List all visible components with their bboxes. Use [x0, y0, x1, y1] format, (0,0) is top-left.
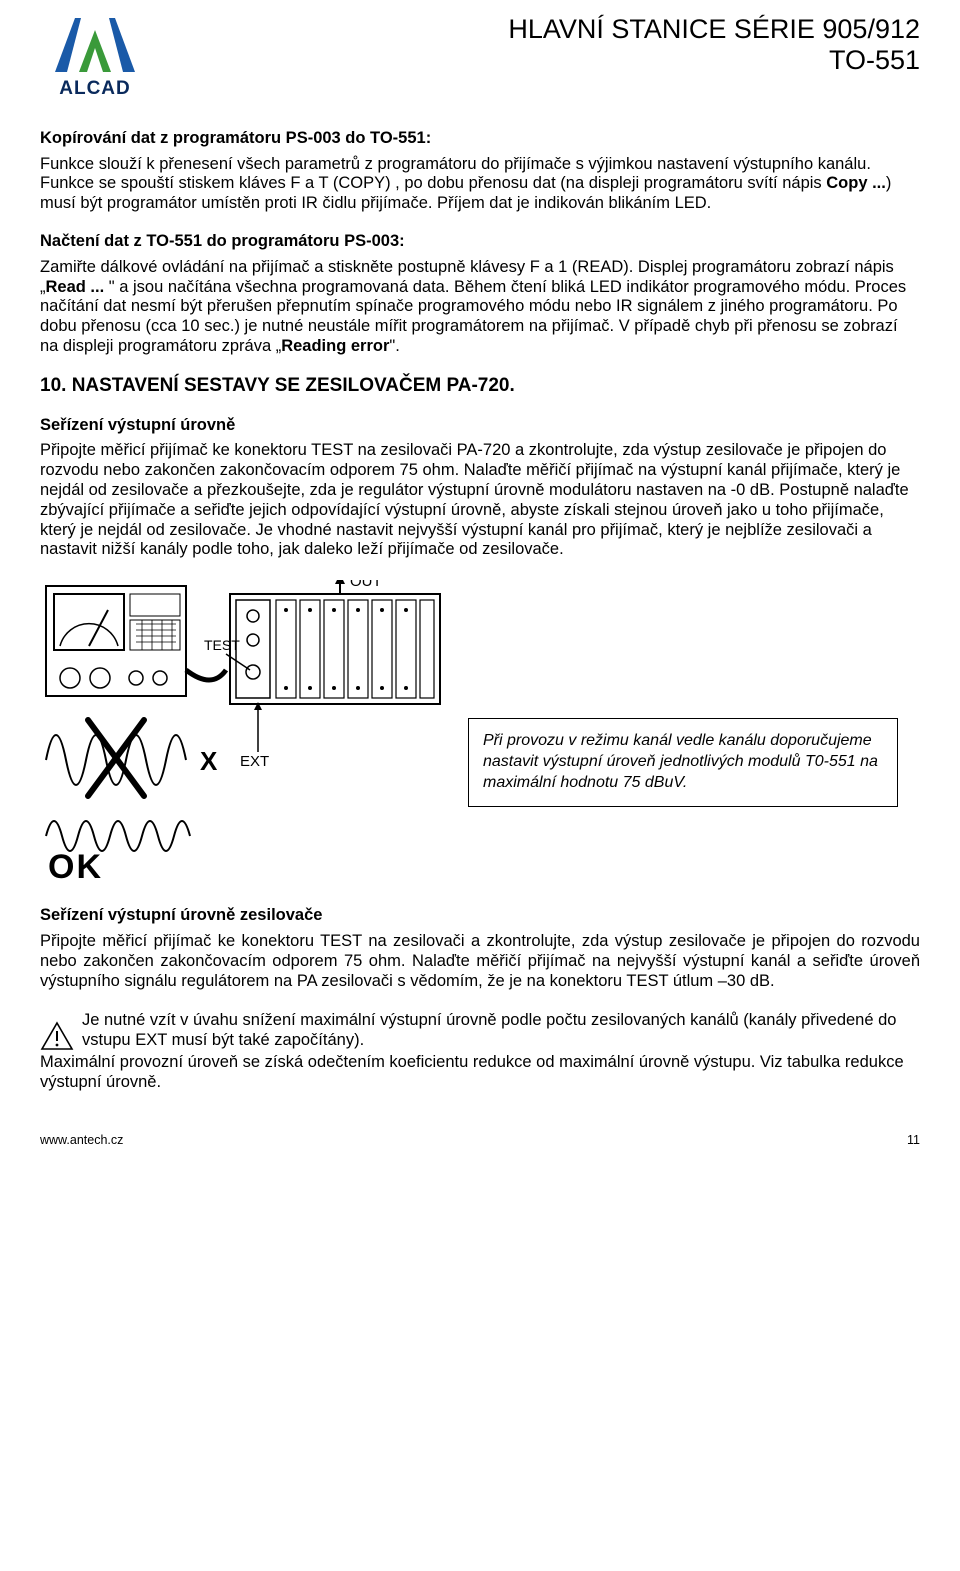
sec2-text-e: ". [389, 337, 399, 355]
title-line1: HLAVNÍ STANICE SÉRIE 905/912 [150, 14, 920, 45]
label-ext: EXT [240, 753, 269, 770]
doc-title: HLAVNÍ STANICE SÉRIE 905/912 TO-551 [150, 12, 920, 76]
warn-p1: Je nutné vzít v úvahu snížení maximální … [82, 1011, 896, 1049]
label-ok: OK [48, 848, 103, 880]
note-box: Při provozu v režimu kanál vedle kanálu … [468, 718, 898, 806]
sec1-text-a: Funkce slouží k přenesení všech parametr… [40, 155, 871, 193]
sec3-para1: Připojte měřicí přijímač ke konektoru TE… [40, 441, 920, 560]
logo-block: ALCAD [40, 12, 150, 101]
sec2-text-c: " a jsou načítána všechna programovaná d… [40, 278, 906, 355]
wiring-diagram-icon: OUT TEST X EXT OK [40, 580, 450, 880]
warning-triangle-icon [40, 1021, 74, 1051]
warn-p2: Maximální provozní úroveň se získá odečt… [40, 1053, 920, 1093]
sec4-para1: Připojte měřicí přijímač ke konektoru TE… [40, 932, 920, 991]
footer-page-number: 11 [907, 1133, 920, 1148]
sec3-heading: 10. NASTAVENÍ SESTAVY SE ZESILOVAČEM PA-… [40, 375, 920, 398]
sec1-text-b: Copy ... [826, 174, 886, 192]
page-header: ALCAD HLAVNÍ STANICE SÉRIE 905/912 TO-55… [40, 12, 920, 101]
page-footer: www.antech.cz 11 [40, 1133, 920, 1148]
sec1-heading: Kopírování dat z programátoru PS-003 do … [40, 129, 920, 149]
sec2-text-b: Read ... [46, 278, 105, 296]
sec3-sub1: Seřízení výstupní úrovně [40, 416, 920, 436]
sec2-text-d: Reading error [281, 337, 389, 355]
label-out: OUT [350, 580, 382, 590]
sec2-para: Zamiřte dálkové ovládání na přijímač a s… [40, 258, 920, 357]
logo-text: ALCAD [59, 78, 131, 101]
label-x: X [200, 746, 218, 776]
sec2-heading: Načtení dat z TO-551 do programátoru PS-… [40, 232, 920, 252]
title-line2: TO-551 [150, 45, 920, 76]
alcad-logo-icon [51, 12, 139, 76]
warning-row: Je nutné vzít v úvahu snížení maximální … [40, 1011, 920, 1051]
note-text: Při provozu v režimu kanál vedle kanálu … [483, 732, 878, 791]
footer-url: www.antech.cz [40, 1133, 123, 1148]
label-test: TEST [204, 637, 240, 653]
diagram-area: OUT TEST X EXT OK Při provozu v režimu k… [40, 580, 920, 880]
sec4-sub: Seřízení výstupní úrovně zesilovače [40, 906, 920, 926]
warning-text-block: Je nutné vzít v úvahu snížení maximální … [82, 1011, 920, 1051]
sec1-para: Funkce slouží k přenesení všech parametr… [40, 155, 920, 214]
